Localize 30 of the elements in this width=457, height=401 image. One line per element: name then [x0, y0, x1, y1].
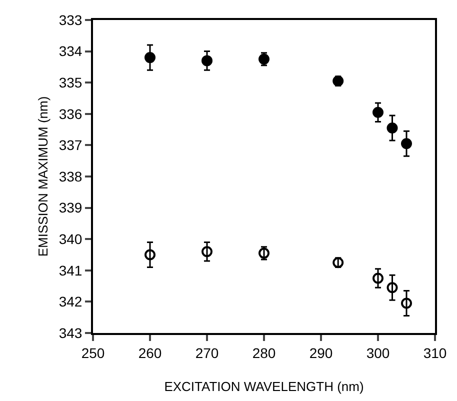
point — [202, 55, 212, 66]
x-tick-label: 290 — [309, 344, 333, 361]
x-tick-label: 270 — [195, 344, 219, 361]
y-tick-label: 341 — [58, 262, 82, 278]
point — [144, 249, 156, 260]
point — [401, 298, 412, 309]
y-axis-title: EMISSION MAXIMUM (nm) — [35, 96, 50, 257]
y-tick-label: 336 — [58, 106, 82, 122]
x-tick-label: 260 — [138, 344, 162, 361]
x-axis-title: EXCITATION WAVELENGTH (nm) — [164, 378, 364, 394]
point — [202, 246, 212, 258]
x-tick-label: 280 — [252, 344, 276, 361]
point — [401, 138, 412, 150]
y-tick-label: 337 — [58, 137, 82, 154]
y-tick-label: 340 — [58, 231, 82, 247]
y-tick-label: 333 — [58, 12, 82, 28]
x-tick-label: 250 — [81, 344, 105, 361]
point — [386, 282, 398, 294]
y-tick-label: 334 — [58, 43, 82, 60]
point — [372, 272, 384, 284]
y-tick-label: 338 — [58, 168, 82, 184]
point — [372, 106, 384, 118]
x-tick-label: 300 — [366, 344, 390, 361]
point — [144, 52, 156, 64]
y-tick-label: 335 — [58, 74, 82, 90]
y-tick-label: 343 — [58, 324, 82, 341]
point — [386, 122, 398, 134]
y-tick-label: 342 — [58, 294, 82, 310]
y-tick-label: 339 — [58, 200, 82, 216]
x-tick-label: 310 — [423, 344, 447, 361]
